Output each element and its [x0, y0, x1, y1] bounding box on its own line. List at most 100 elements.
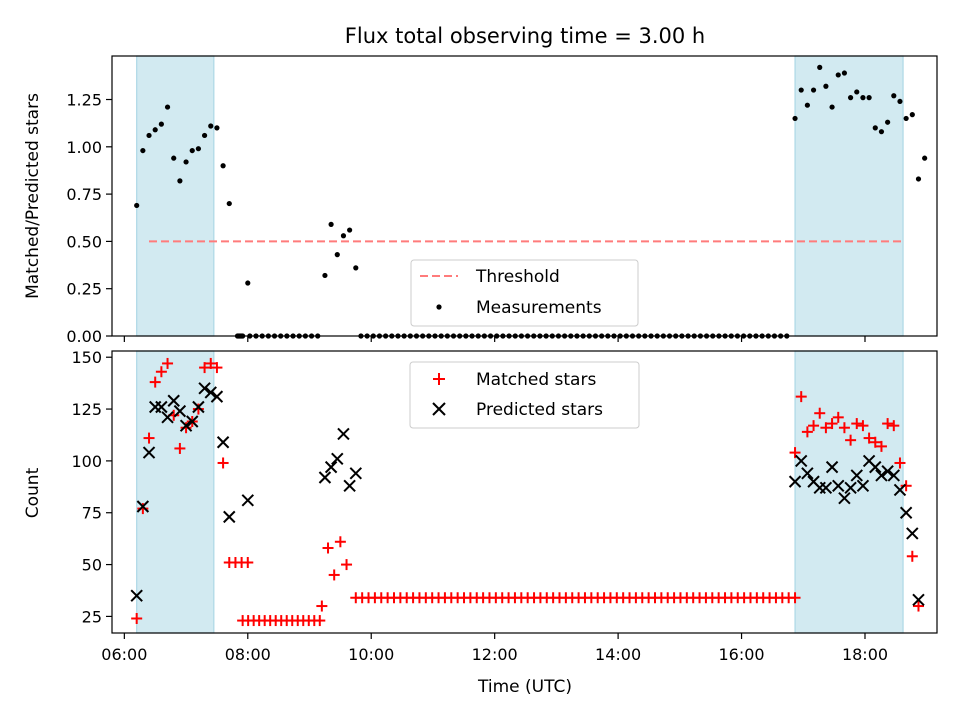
top-y-tick-label: 0.50 — [66, 232, 102, 251]
bottom-y-tick-label: 75 — [82, 504, 102, 523]
matched-legend-label: Matched stars — [476, 370, 596, 390]
x-tick-label: 06:00 — [101, 645, 147, 664]
predicted-star-point — [216, 436, 230, 449]
matched-stars-points — [131, 357, 924, 627]
matched-star-point — [882, 418, 894, 430]
matched-star-point — [826, 418, 838, 430]
matched-star-point — [795, 391, 807, 403]
measurement-point — [152, 127, 158, 133]
matched-star-point — [180, 422, 192, 434]
predicted-star-point — [869, 460, 882, 474]
predicted-star-point — [825, 460, 839, 474]
measurement-point — [226, 200, 232, 207]
matched-star-point — [217, 457, 229, 469]
matched-star-point — [838, 422, 850, 434]
top-shaded-region — [136, 55, 215, 337]
matched-star-point — [334, 536, 346, 548]
predicted-star-point — [881, 465, 894, 478]
measurement-point — [353, 265, 359, 271]
matched-star-point — [801, 426, 813, 438]
matched-star-point — [143, 432, 155, 444]
bottom-y-axis-label: Count — [23, 467, 43, 518]
predicted-legend-swatch — [432, 402, 446, 416]
matched-star-point — [820, 422, 832, 434]
bottom-panel: 25 50 75 100 125 150 06:00 08:00 10:00 12:00 14:0… — [23, 348, 938, 697]
measurement-point — [872, 125, 878, 131]
matched-star-point — [789, 447, 801, 459]
x-tick-label: 18:00 — [842, 645, 888, 664]
predicted-star-point — [161, 411, 174, 424]
predicted-legend-label: Predicted stars — [476, 400, 603, 420]
predicted-star-point — [130, 589, 143, 602]
bottom-y-tick-label: 100 — [71, 452, 102, 471]
measurement-point — [866, 95, 872, 101]
predicted-star-point — [795, 454, 808, 468]
predicted-star-point — [875, 469, 888, 482]
top-legend-box — [410, 259, 639, 327]
threshold-legend-label: Threshold — [475, 267, 560, 287]
measurement-point — [220, 163, 226, 169]
predicted-star-point — [241, 494, 254, 507]
measurement-point — [792, 115, 798, 122]
measurement-point — [915, 176, 922, 182]
matched-legend-swatch — [433, 373, 445, 385]
top-y-ticks: 0.00 0.25 0.50 0.75 1.00 1.25 — [66, 91, 112, 346]
matched-star-point — [137, 503, 149, 515]
measurement-point — [140, 147, 146, 154]
matched-star-point — [906, 550, 918, 562]
bottom-axes-frame — [111, 350, 938, 634]
matched-star-point — [894, 457, 906, 469]
matched-star-point — [162, 357, 174, 369]
bottom-shaded-intervals — [136, 350, 904, 634]
bottom-legend-box — [409, 361, 640, 429]
x-tick-label: 12:00 — [472, 645, 518, 664]
matched-star-point — [875, 440, 887, 452]
measurement-point — [334, 252, 340, 258]
bottom-y-ticks: 25 50 75 100 125 150 — [71, 348, 112, 626]
predicted-star-point — [173, 404, 187, 418]
matched-star-point — [814, 407, 826, 419]
predicted-star-point — [906, 527, 919, 540]
measurement-point — [860, 95, 866, 101]
matched-star-point — [192, 403, 204, 415]
measurement-point — [340, 233, 347, 239]
predicted-star-point — [887, 469, 901, 482]
matched-star-point — [316, 600, 328, 612]
matched-star-point — [808, 420, 820, 432]
top-y-tick-label: 0.25 — [66, 280, 102, 299]
matched-star-point — [199, 362, 211, 374]
bottom-x-ticks: 06:00 08:00 10:00 12:00 14:00 16:00 18:00 — [101, 633, 888, 664]
x-tick-label: 10:00 — [348, 645, 394, 664]
measurement-point — [885, 119, 891, 125]
measurement-point — [897, 98, 903, 105]
measurement-point — [810, 87, 817, 93]
predicted-star-point — [899, 506, 913, 519]
predicted-star-point — [331, 452, 344, 466]
matched-star-point — [863, 432, 875, 444]
measurement-point — [164, 104, 171, 110]
measurement-point — [847, 95, 854, 101]
measurement-point — [817, 64, 823, 70]
measurement-point — [177, 178, 183, 184]
predicted-star-point — [844, 481, 857, 495]
measurement-point — [328, 221, 334, 227]
measurement-point — [183, 159, 189, 165]
matched-star-point — [341, 559, 353, 571]
bottom-y-tick-label: 150 — [71, 348, 102, 367]
bottom-shaded-region — [794, 350, 904, 634]
predicted-star-point — [186, 415, 199, 428]
x-axis-label: Time (UTC) — [477, 677, 572, 697]
measurement-point — [201, 132, 208, 139]
measurement-point — [804, 102, 810, 108]
predicted-star-point — [136, 500, 150, 513]
measurement-point — [195, 146, 202, 152]
matched-star-point — [322, 542, 334, 554]
predicted-star-point — [179, 419, 193, 432]
bottom-legend: Matched stars Predicted stars — [409, 361, 640, 429]
predicted-star-point — [850, 469, 863, 482]
predicted-star-point — [337, 427, 350, 441]
predicted-star-point — [167, 394, 180, 407]
matched-star-point — [131, 612, 143, 624]
bottom-y-tick-label: 125 — [71, 400, 102, 419]
